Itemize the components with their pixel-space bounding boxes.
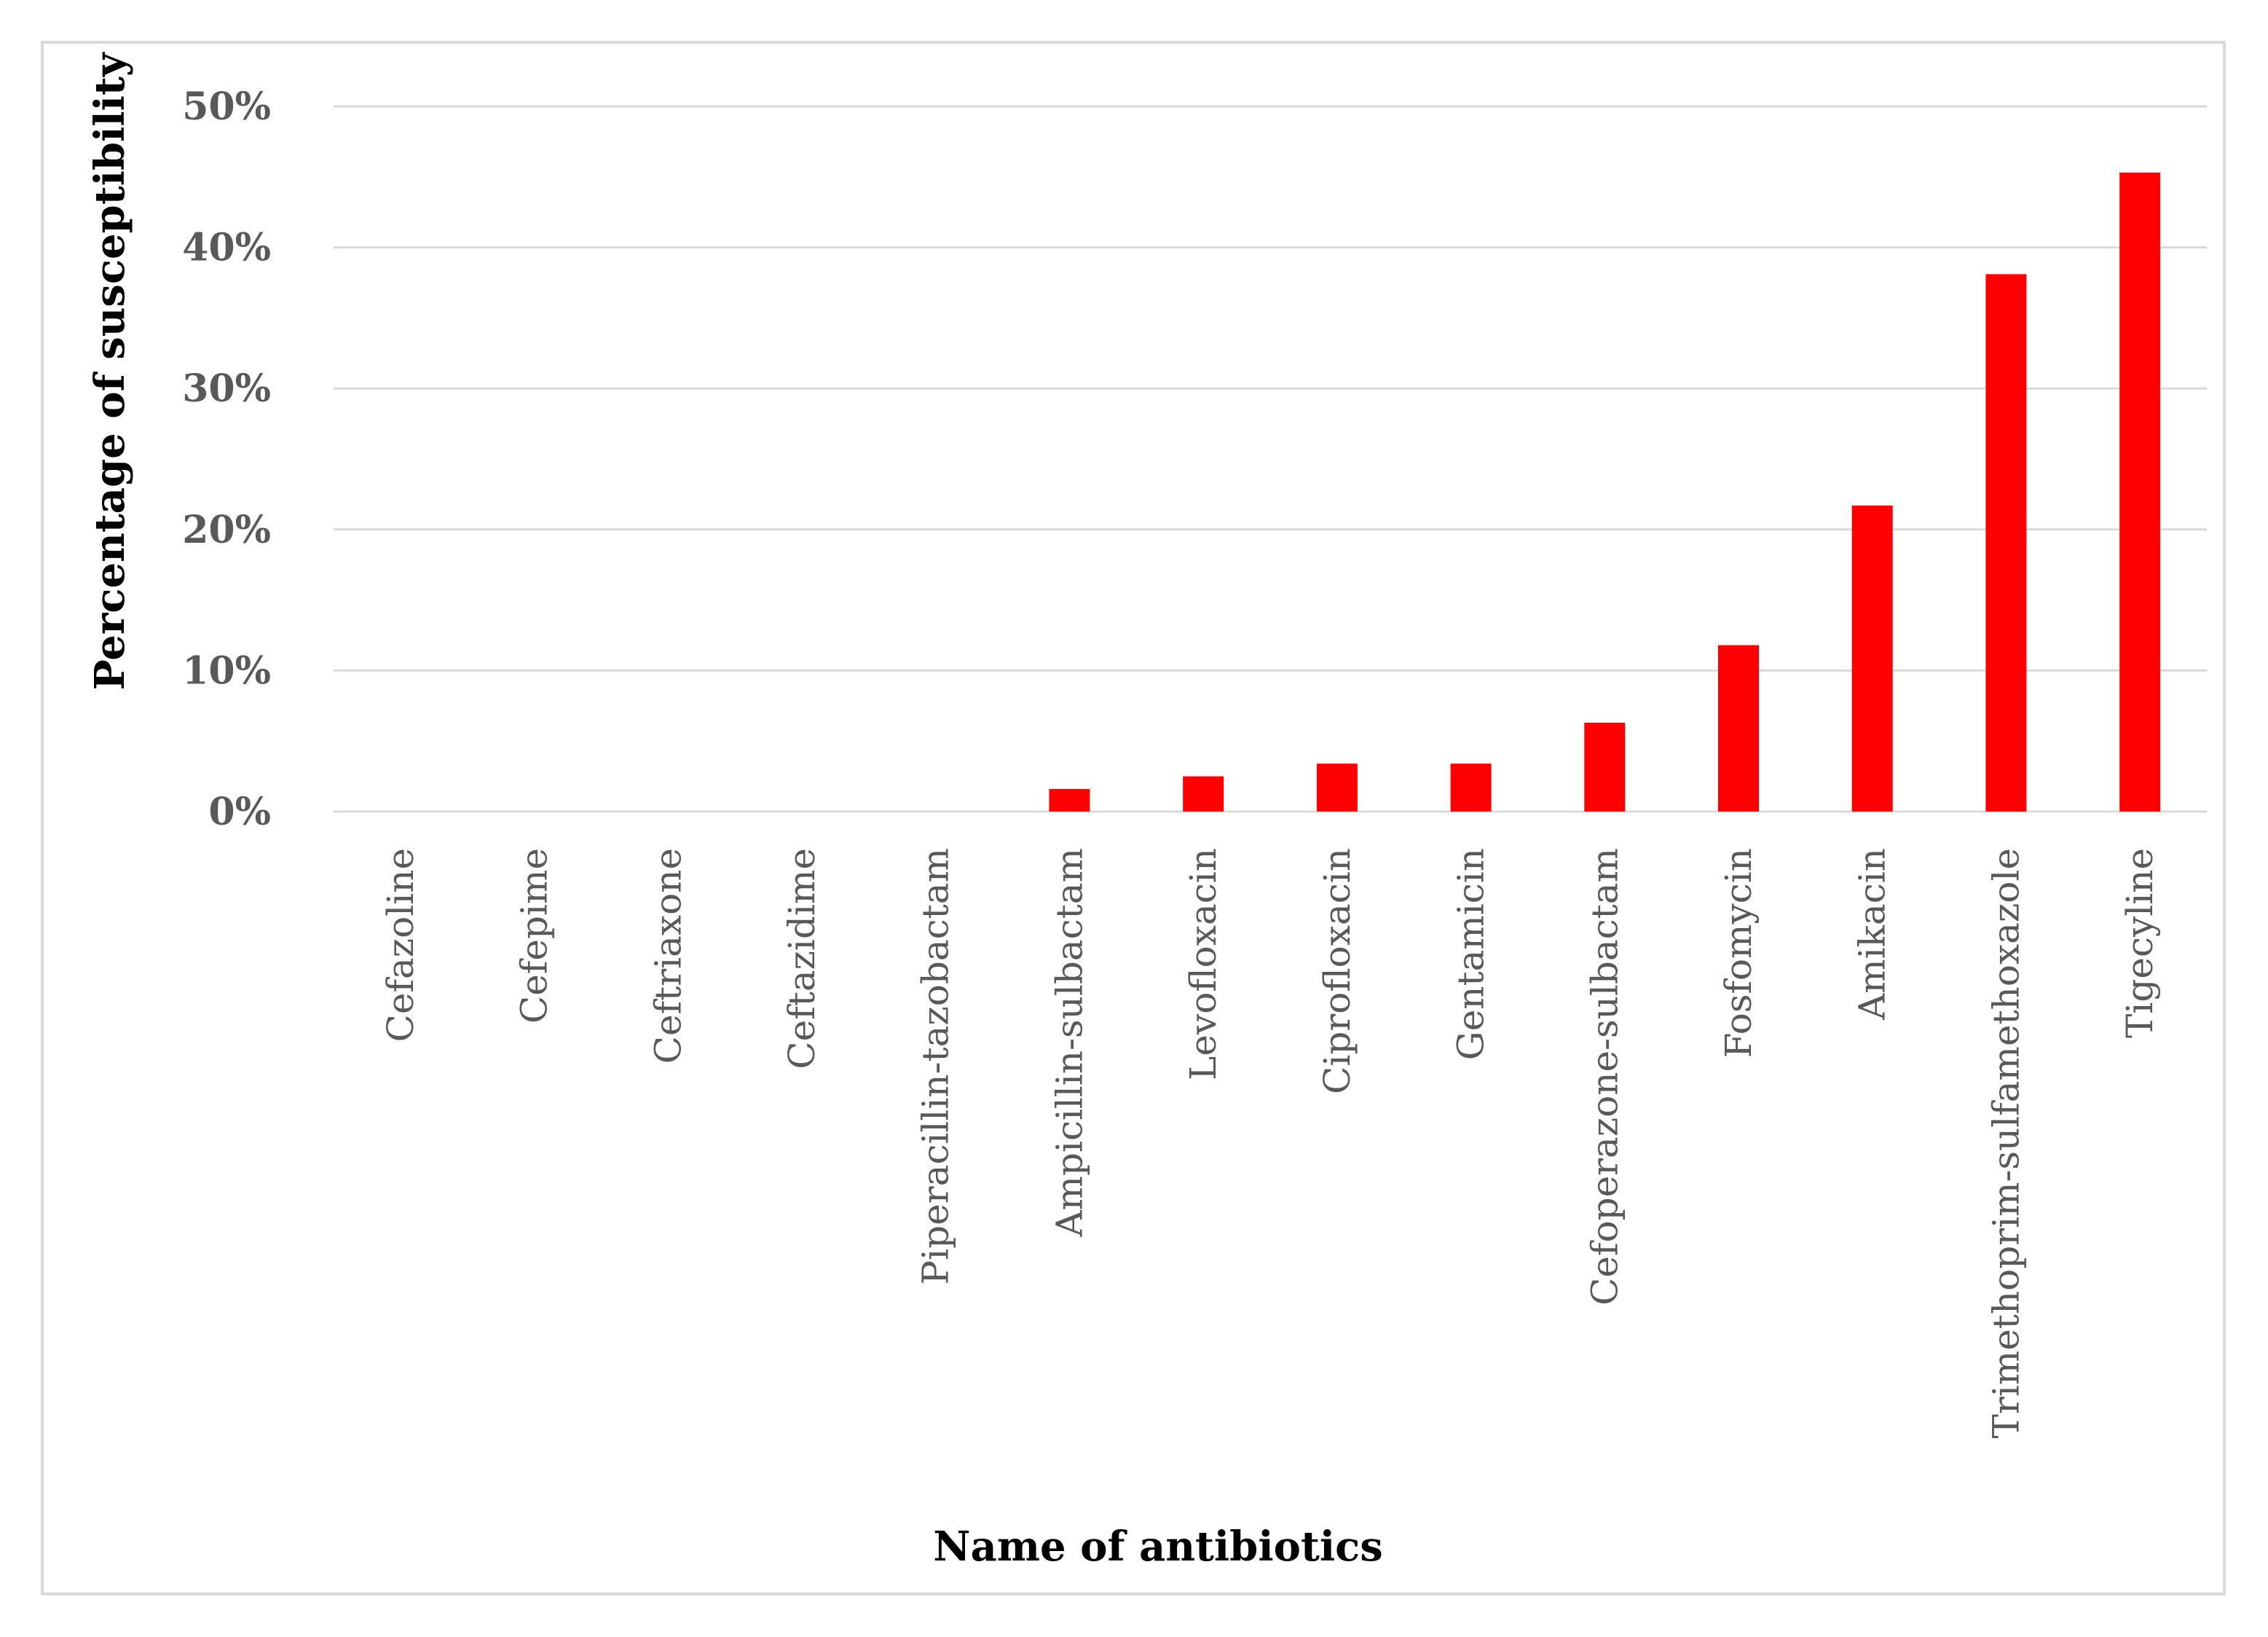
x-tick-label: Amikacin <box>1851 848 1894 1021</box>
x-axis-title: Name of antibiotics <box>933 1523 1382 1571</box>
y-tick-label: 30% <box>182 366 271 411</box>
x-tick-label: Cefepime <box>513 848 556 1024</box>
y-axis-title: Percentage of susceptibility <box>86 52 134 690</box>
x-tick-label: Levofloxacin <box>1182 848 1224 1080</box>
x-tick-label: Ceftriaxone <box>647 848 689 1064</box>
bar-levofloxacin <box>1183 776 1224 812</box>
bar-gentamicin <box>1450 763 1492 812</box>
x-tick-label: Ciprofloxacin <box>1316 848 1358 1094</box>
y-tick-label: 0% <box>208 790 271 834</box>
bar-tigecyline <box>2119 172 2161 812</box>
x-tick-label: Tigecyline <box>2119 848 2161 1038</box>
bar-ampicillin-sulbactam <box>1049 789 1090 812</box>
x-tick-label: Piperacillin-tazobactam <box>915 848 957 1285</box>
x-tick-label: Gentamicin <box>1450 848 1492 1060</box>
y-tick-label: 10% <box>182 648 271 693</box>
x-tick-label: Ceftazidime <box>781 848 823 1069</box>
bar-trimethoprim-sulfamethoxazole <box>1985 274 2027 812</box>
chart-frame <box>41 41 2226 1595</box>
x-tick-label: Trimethoprim-sulfamethoxazole <box>1985 848 2027 1438</box>
x-tick-label: Cefazoline <box>379 848 422 1042</box>
x-tick-label: Ampicillin-sulbactam <box>1048 848 1090 1238</box>
bar-fosfomycin <box>1718 645 1759 812</box>
y-tick-label: 50% <box>182 85 271 129</box>
x-tick-label: Cefoperazone-sulbactam <box>1583 848 1626 1306</box>
x-tick-label: Fosfomycin <box>1717 848 1760 1058</box>
bar-cefoperazone-sulbactam <box>1584 723 1626 812</box>
y-tick-label: 20% <box>182 508 271 552</box>
bar-ciprofloxacin <box>1316 763 1358 812</box>
bar-amikacin <box>1851 505 1893 812</box>
y-tick-label: 40% <box>182 226 271 270</box>
